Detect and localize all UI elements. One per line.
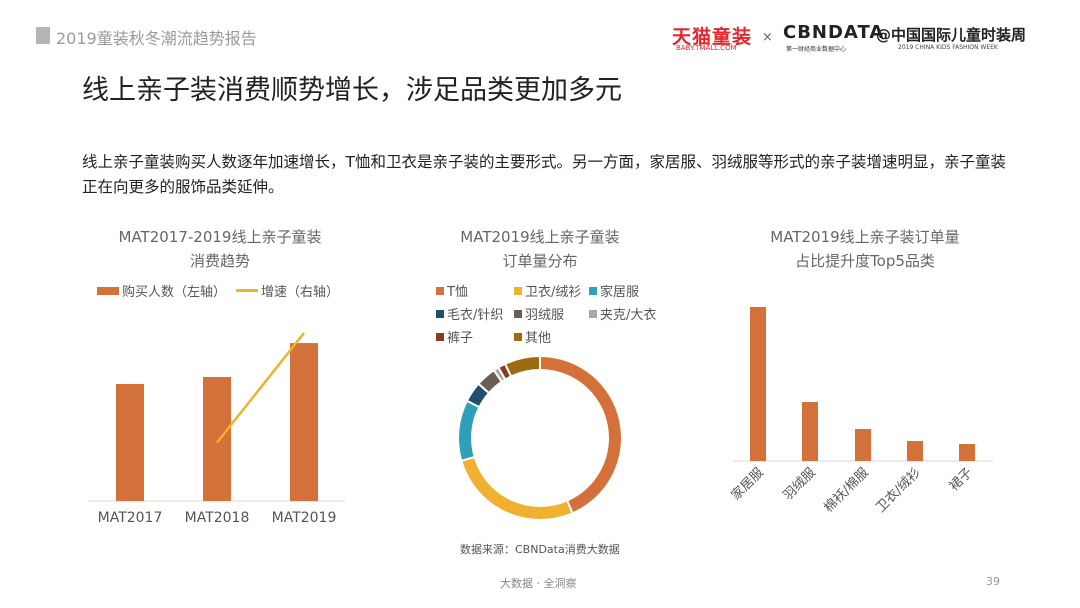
chart1-title-line1: MAT2017-2019线上亲子童装 [118,228,322,246]
legend-swatch [514,286,522,295]
page-number: 39 [986,575,1000,588]
x-tick-label: MAT2019 [272,510,337,526]
legend-item: 卫衣/绒衫 [514,281,589,300]
legend-label: 其他 [525,331,552,346]
chart3-title: MAT2019线上亲子装订单量 占比提升度Top5品类 [730,225,1000,273]
bar-卫衣/绒衫 [907,441,923,461]
bar-家居服 [750,307,766,461]
legend-item: 毛衣/针织 [436,304,514,323]
ckfw-logo: @中国国际儿童时装周 [876,26,1027,44]
legend-item: 夹克/大衣 [589,304,659,323]
chart1-legend-bar: 购买人数（左轴） [97,281,226,300]
x-tick-label: 家居服 [728,465,767,504]
legend-label: 羽绒服 [525,308,565,323]
bar-裙子 [959,444,975,461]
legend-item: 其他 [514,327,589,346]
data-source: 数据来源：CBNData消费大数据 [460,543,620,556]
report-title: 2019童装秋冬潮流趋势报告 [56,29,257,48]
x-tick-label: MAT2017 [98,510,163,526]
bar-羽绒服 [802,402,818,461]
times-sign: × [762,30,773,45]
legend-swatch [436,332,444,341]
legend-swatch [514,309,522,318]
tmall-logo-sub: BABY.TMALL.COM [676,44,737,52]
cbndata-logo: CBNDATA [783,22,885,43]
chart2-legend: T恤 卫衣/绒衫 家居服毛衣/针织 羽绒服 夹克/大衣裤子 其他 [436,281,656,346]
legend-label: 毛衣/针织 [447,308,504,323]
legend-swatch [436,286,444,295]
bar-MAT2018 [203,376,231,501]
description: 线上亲子童装购买人数逐年加速增长，T恤和卫衣是亲子装的主要形式。另一方面，家居服… [82,153,1006,196]
legend-line-swatch [236,289,258,292]
legend-item: T恤 [436,281,514,300]
page-title: 线上亲子装消费顺势增长，涉足品类更加多元 [82,75,622,106]
legend-item: 家居服 [589,281,659,300]
chart1-legend-line: 增速（右轴） [236,281,339,300]
legend-label: 夹克/大衣 [600,308,657,323]
legend-label: 裤子 [447,331,474,346]
legend-label: 购买人数（左轴） [122,285,227,300]
legend-swatch [589,309,597,318]
legend-swatch [514,332,522,341]
growth-line [216,332,305,444]
x-tick-label: 棉袄/棉服 [821,465,871,515]
x-tick-label: MAT2018 [185,510,250,526]
chart2-title-line1: MAT2019线上亲子童装 [460,228,620,246]
chart3-title-line2: 占比提升度Top5品类 [795,252,935,270]
chart1-title-line2: 消费趋势 [189,252,250,270]
legend-label: 卫衣/绒衫 [525,285,582,300]
legend-swatch [436,309,444,318]
legend-label: T恤 [447,285,468,300]
x-tick-label: 卫衣/绒衫 [873,465,924,516]
legend-item: 羽绒服 [514,304,589,323]
cbndata-logo-sub: 第一财经商业数据中心 [786,46,847,53]
chart1-title: MAT2017-2019线上亲子童装 消费趋势 [80,225,360,273]
chart3-title-line1: MAT2019线上亲子装订单量 [770,228,960,246]
chart2-title: MAT2019线上亲子童装 订单量分布 [420,225,660,273]
legend-item: 裤子 [436,327,514,346]
header-marker [36,27,50,44]
legend-swatch [97,286,119,295]
footer-text: 大数据 · 全洞察 [500,577,577,590]
legend-label: 家居服 [600,285,640,300]
slice-其他 [503,354,541,378]
bar-MAT2019 [290,343,318,501]
x-tick-label: 羽绒服 [781,465,819,503]
ckfw-logo-sub: 2019 CHINA KIDS FASHION WEEK [898,44,998,51]
legend-swatch [589,286,597,295]
chart2-title-line2: 订单量分布 [502,252,578,270]
bar-MAT2017 [116,384,144,501]
legend-label: 增速（右轴） [261,285,340,300]
x-tick-label: 裙子 [947,465,976,494]
bar-棉袄/棉服 [855,429,871,461]
tmall-logo: 天猫童装 [672,26,753,48]
